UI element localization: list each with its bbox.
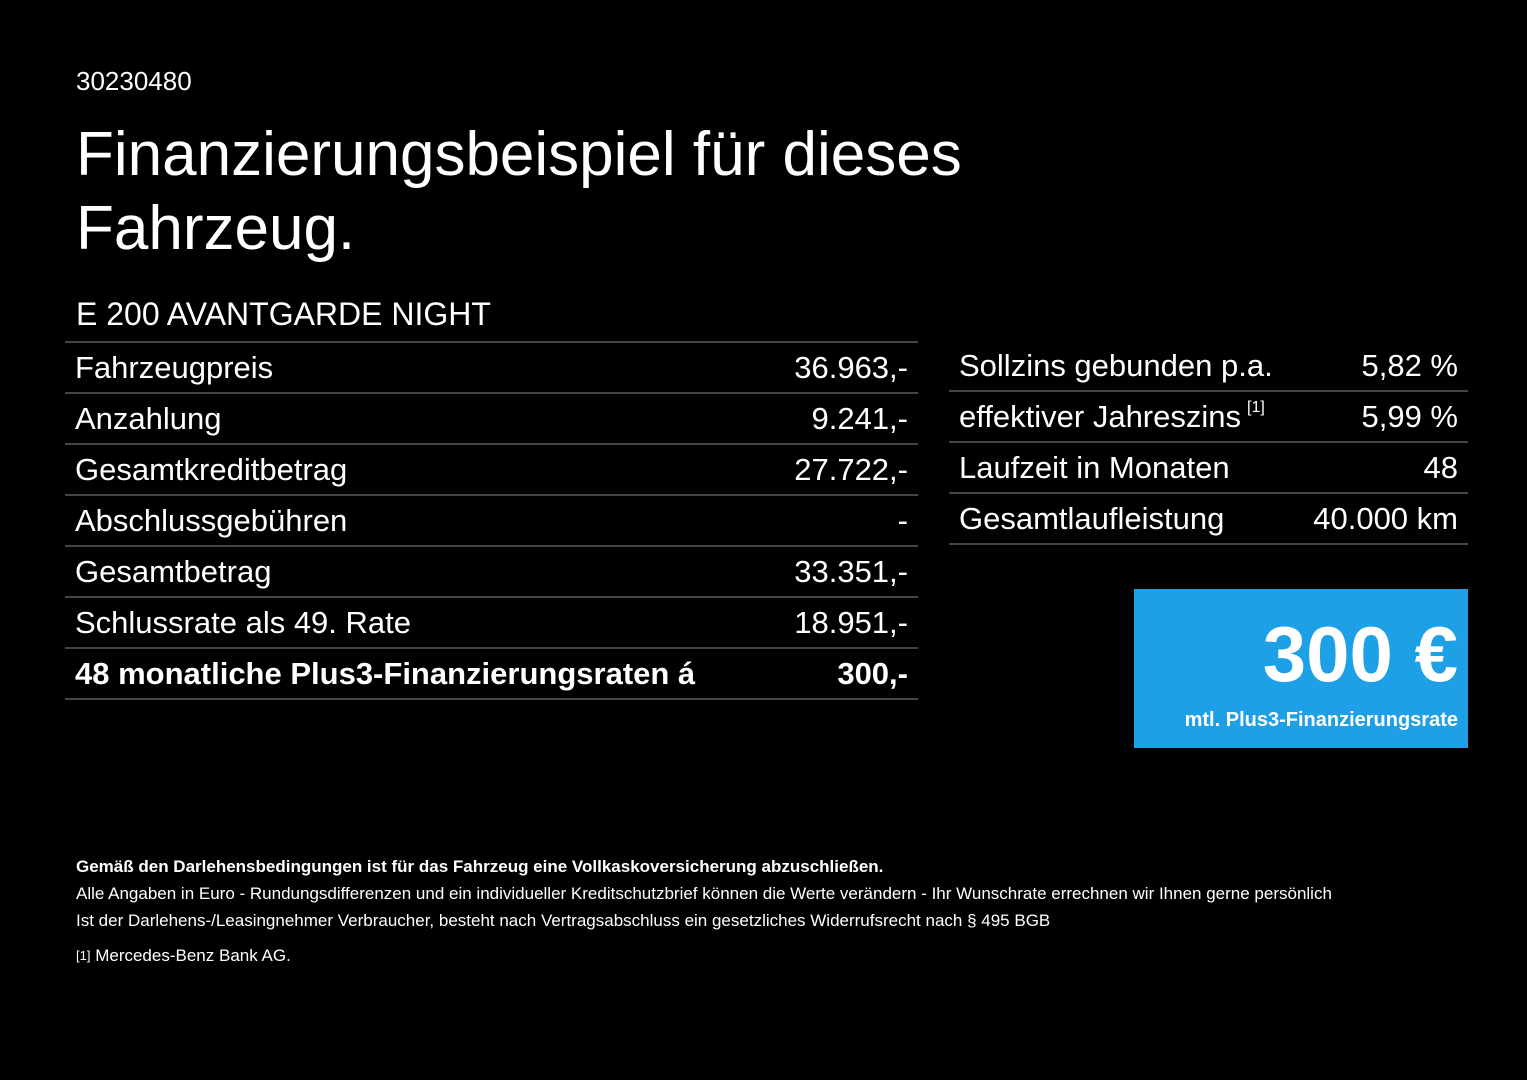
model: E 200 AVANTGARDE NIGHT xyxy=(76,296,491,332)
title-line: Fahrzeug. xyxy=(76,194,356,263)
row-label: Anzahlung xyxy=(75,400,222,436)
table-row: Gesamtbetrag 33.351,- xyxy=(65,547,918,598)
title: Finanzierungsbeispiel für dieses Fahrzeug… xyxy=(76,118,962,266)
row-label: Laufzeit in Monaten xyxy=(959,449,1230,485)
footer-line: Ist der Darlehens-/Leasingnehmer Verbrau… xyxy=(76,911,1051,930)
rate-badge: 300 € mtl. Plus3-Finanzierungsrate xyxy=(1134,589,1468,748)
table-row: Gesamtkreditbetrag 27.722,- xyxy=(65,445,918,496)
table-row: Gesamtlaufleistung 40.000 km xyxy=(949,494,1468,545)
note-mark: [1] xyxy=(76,948,91,963)
row-value: 27.722,- xyxy=(794,451,908,487)
row-label: effektiver Jahreszins xyxy=(959,398,1241,434)
table-row: 48 monatliche Plus3-Finanzierungsraten á… xyxy=(65,649,918,700)
table-row: Laufzeit in Monaten 48 xyxy=(949,443,1468,494)
right-table: Sollzins gebunden p.a. 5,82 % effektiver J… xyxy=(949,341,1468,545)
row-value: 5,99 % xyxy=(1361,398,1458,434)
row-label: Fahrzeugpreis xyxy=(75,349,274,385)
row-value: - xyxy=(897,502,908,538)
vehicle-id: 30230480 xyxy=(76,66,192,96)
row-label: Gesamtkreditbetrag xyxy=(75,451,348,487)
row-label-wrap: effektiver Jahreszins [1] xyxy=(959,399,1265,435)
row-label: Sollzins gebunden p.a. xyxy=(959,347,1273,383)
table-row: Abschlussgebühren - xyxy=(65,496,918,547)
row-label: Gesamtlaufleistung xyxy=(959,500,1225,536)
badge-caption: mtl. Plus3-Finanzierungsrate xyxy=(1184,709,1458,731)
table-row: Anzahlung 9.241,- xyxy=(65,394,918,445)
note-text: Mercedes-Benz Bank AG. xyxy=(95,946,291,965)
table-row: effektiver Jahreszins [1] 5,99 % xyxy=(949,392,1468,443)
footer-bold: Gemäß den Darlehensbedingungen ist für d… xyxy=(76,857,884,876)
title-line: Finanzierungsbeispiel für dieses xyxy=(76,120,962,189)
row-value: 36.963,- xyxy=(794,349,908,385)
row-value: 18.951,- xyxy=(794,604,908,640)
row-label: Schlussrate als 49. Rate xyxy=(75,604,412,640)
footer: Gemäß den Darlehensbedingungen ist für d… xyxy=(76,853,1332,969)
footer-line: Alle Angaben in Euro - Rundungsdifferenz… xyxy=(76,884,1332,903)
row-value: 5,82 % xyxy=(1361,347,1458,383)
table-row: Sollzins gebunden p.a. 5,82 % xyxy=(949,341,1468,392)
table-row: Fahrzeugpreis 36.963,- xyxy=(65,343,918,394)
row-label: Abschlussgebühren xyxy=(75,502,348,538)
row-value: 300,- xyxy=(837,655,908,691)
row-value: 33.351,- xyxy=(794,553,908,589)
row-value: 40.000 km xyxy=(1313,500,1458,536)
badge-amount: 300 € xyxy=(1262,610,1458,698)
row-value: 48 xyxy=(1423,449,1458,485)
row-value: 9.241,- xyxy=(811,400,908,436)
table-row: Schlussrate als 49. Rate 18.951,- xyxy=(65,598,918,649)
left-table: Fahrzeugpreis 36.963,- Anzahlung 9.241,- Ges… xyxy=(65,341,918,700)
row-label: Gesamtbetrag xyxy=(75,553,272,589)
footnote-ref: [1] xyxy=(1247,398,1265,416)
row-label: 48 monatliche Plus3-Finanzierungsraten á xyxy=(75,655,696,691)
